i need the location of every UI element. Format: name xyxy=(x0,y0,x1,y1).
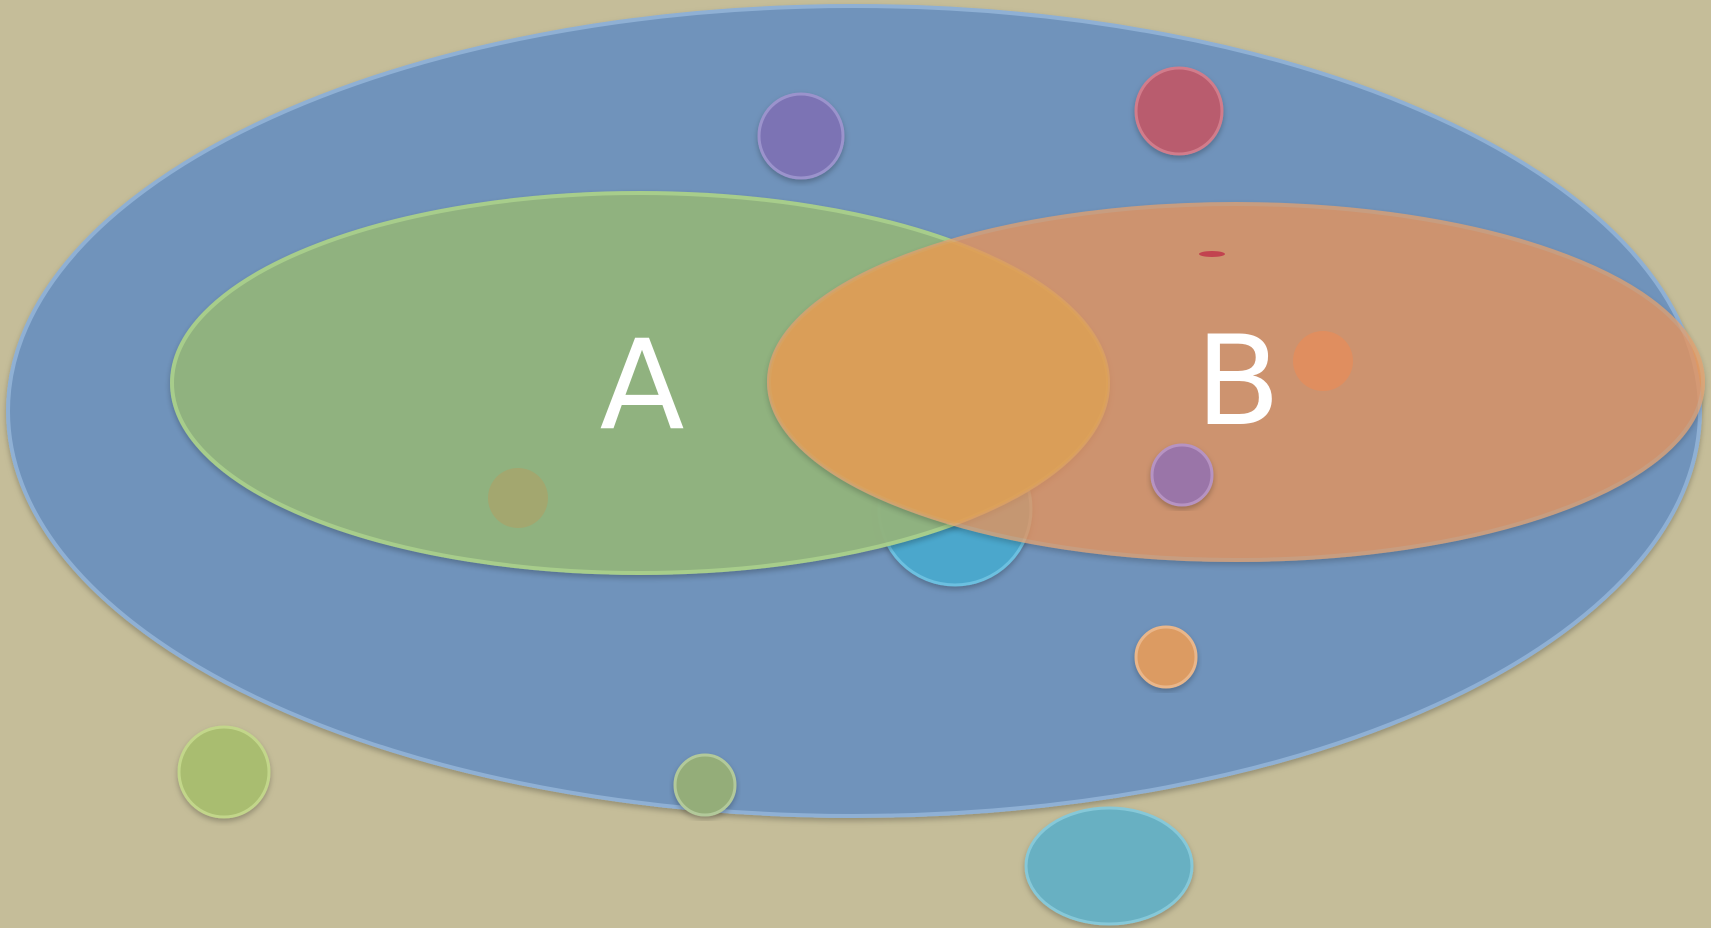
violet-bubble-in-b xyxy=(1150,443,1214,507)
orange-bubble-lower xyxy=(1134,625,1198,689)
green-bubble-bottom xyxy=(673,753,737,817)
intersection-region xyxy=(769,204,1108,560)
purple-bubble-top xyxy=(757,92,845,180)
teal-bubble-bottom xyxy=(1024,806,1194,926)
set-a-label: A xyxy=(600,314,685,458)
orange-bubble-in-b xyxy=(1293,331,1353,391)
olive-bubble-in-a xyxy=(488,468,548,528)
red-bubble-top xyxy=(1134,66,1224,156)
lime-bubble-outside xyxy=(177,725,271,819)
set-b-label: B xyxy=(1195,310,1280,454)
small-red-dot xyxy=(1199,251,1225,257)
